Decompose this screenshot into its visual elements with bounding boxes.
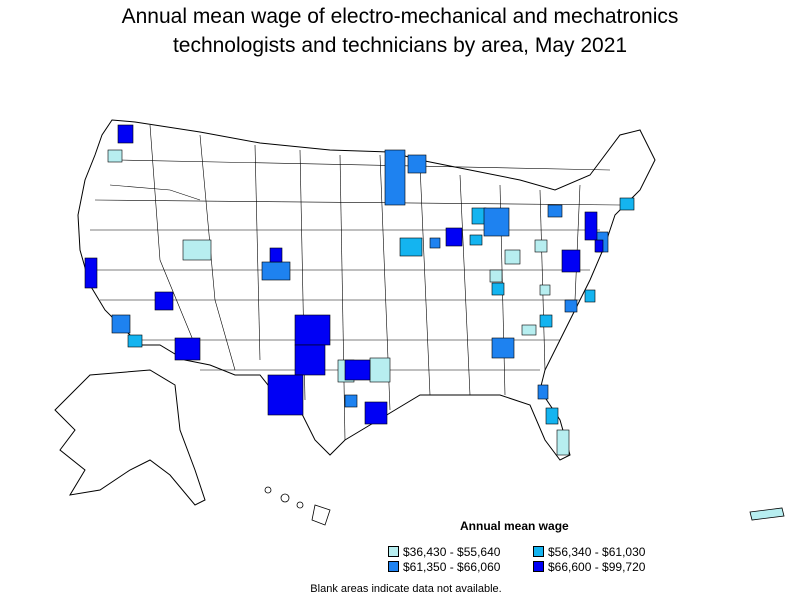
legend-item-4: $66,600 - $99,720 — [533, 561, 645, 575]
puerto-rico-outline — [749, 507, 785, 521]
hawaii-islands — [264, 486, 331, 526]
title-line-1: Annual mean wage of electro-mechanical a… — [121, 5, 679, 28]
legend-label-1: $36,430 - $55,640 — [403, 545, 501, 559]
legend-item-1: $36,430 - $55,640 — [388, 546, 500, 560]
legend-item-3: $61,350 - $66,060 — [388, 561, 500, 575]
title-line-2: technologists and technicians by area, M… — [172, 34, 628, 57]
legend-label-4: $66,600 - $99,720 — [548, 560, 646, 574]
legend-swatch-4 — [533, 561, 544, 572]
legend-label-3: $61,350 - $66,060 — [403, 560, 501, 574]
legend-swatch-3 — [388, 561, 399, 572]
legend-swatch-2 — [533, 546, 544, 557]
map-title: Annual mean wage of electro-mechanical a… — [0, 2, 800, 60]
alaska-outline — [54, 369, 206, 506]
wage-class-1-areas — [107, 149, 570, 456]
legend-label-2: $56,340 - $61,030 — [548, 545, 646, 559]
footnote: Blank areas indicate data not available. — [310, 583, 502, 595]
wage-class-4-areas — [84, 124, 604, 425]
legend-item-2: $56,340 - $61,030 — [533, 546, 645, 560]
legend-swatch-1 — [388, 546, 399, 557]
legend-title: Annual mean wage — [460, 519, 569, 533]
